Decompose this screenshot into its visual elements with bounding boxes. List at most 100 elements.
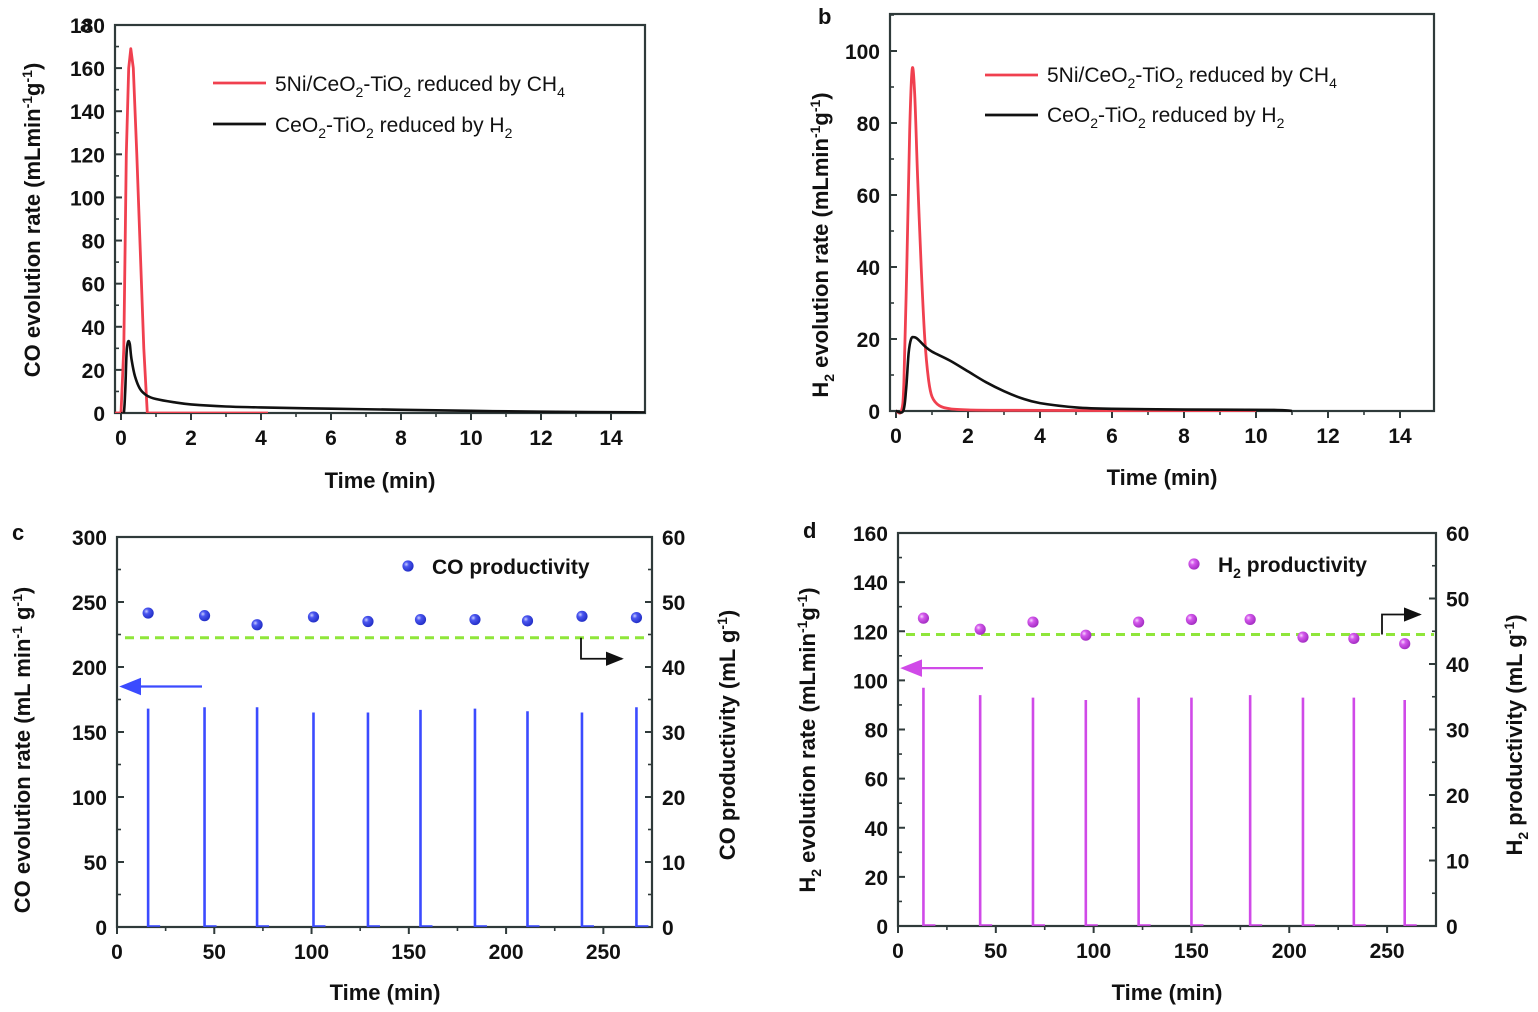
scatter-point (414, 613, 427, 626)
scatter-point (1399, 638, 1411, 650)
script-text: 2 (1515, 832, 1531, 840)
scatter-point (1027, 616, 1039, 628)
x-tick-label: 10 (459, 427, 482, 450)
x-tick-label: 2 (962, 425, 974, 448)
x-tick-label: 0 (892, 940, 904, 963)
y-tick-label: 100 (72, 787, 107, 810)
text-part: 5Ni/CeO (275, 73, 356, 96)
axis-title-text: H2 evolution rate (mLmin-1g-1) (807, 92, 837, 397)
x-axis-title-a: Time (min) (325, 468, 436, 493)
legend-label: H2 productivity (1218, 554, 1367, 581)
text-part: -TiO (1135, 64, 1175, 87)
script-text: 2 (1138, 115, 1146, 131)
panel-c: c 0 50 100 150 200 250 0 50 100 150 200 250 300 0 10 20… (9, 520, 740, 1005)
legend-label: CO productivity (432, 556, 590, 579)
text-part: ) (715, 610, 740, 617)
y-tick-label-right: 40 (662, 657, 685, 680)
y-tick-label: 120 (853, 621, 888, 644)
y-tick-label: 100 (845, 41, 880, 64)
text-part: ) (795, 587, 820, 594)
y-tick-label-right: 0 (662, 917, 674, 940)
series-line-ni-ceo2-tio2-ch4 (895, 66, 1257, 415)
scatter-point (521, 615, 534, 627)
text-part: 5Ni/CeO (1047, 64, 1128, 87)
legend-label: 5Ni/CeO2-TiO2 reduced by CH4 (275, 73, 565, 100)
y-tick-label: 150 (72, 722, 107, 745)
y-tick-label-right: 0 (1446, 916, 1458, 939)
panel-b: b 0 2 4 6 8 10 12 14 0 20 40 60 80 100 Time (min) H2 … (807, 4, 1436, 490)
scatter-point (1080, 629, 1092, 641)
y-tick-label: 100 (70, 187, 105, 210)
text-part: productivity (1241, 554, 1367, 577)
y-tick-label: 250 (72, 592, 107, 615)
x-tick-label: 50 (984, 940, 1007, 963)
x-tick-label: 150 (1174, 940, 1209, 963)
text-part: g (795, 607, 820, 620)
x-tick-label: 0 (111, 941, 123, 964)
y-tick-label: 0 (868, 401, 880, 424)
script-text: 2 (1233, 565, 1241, 581)
scatter-point (198, 610, 211, 622)
y-tick-label-right: 60 (662, 527, 685, 550)
x-tick-label: 4 (1034, 425, 1046, 448)
y-tick-label: 120 (70, 144, 105, 167)
x-tick-label: 12 (529, 427, 552, 450)
y-tick-label: 160 (853, 523, 888, 546)
text-part: g (808, 112, 833, 125)
text-part: -TiO (326, 114, 366, 137)
x-axis-title-d: Time (min) (1112, 980, 1223, 1005)
series-line-ceo2-tio2-h2 (895, 335, 1293, 414)
script-text: 2 (1277, 115, 1285, 131)
text-part: ) (20, 63, 45, 70)
text-part: H (1502, 840, 1527, 856)
y-tick-label: 140 (853, 572, 888, 595)
y-tick-label: 20 (82, 360, 105, 383)
script-text: 2 (356, 84, 364, 100)
legend-label: 5Ni/CeO2-TiO2 reduced by CH4 (1047, 64, 1337, 91)
x-axis-title-c: Time (min) (330, 980, 441, 1005)
script-text: 2 (403, 84, 411, 100)
plot-area-b: 0 2 4 6 8 10 12 14 0 20 40 60 80 100 (845, 12, 1436, 448)
y-tick-label: 0 (95, 917, 107, 940)
legend-c: CO productivity (402, 556, 590, 579)
script-text: -1 (1501, 622, 1517, 635)
y-tick-label: 40 (857, 257, 880, 280)
script-text: 2 (505, 125, 513, 141)
axis-title-text: H2 productivity (mL g-1) (1501, 614, 1531, 855)
y-axis-title-left-d: H2 evolution rate (mLmin-1g-1) (794, 587, 824, 892)
panel-d: d 0 50 100 150 200 25002040608010012014016001… (794, 518, 1531, 1005)
text-part: H (795, 877, 820, 893)
y-tick-label: 60 (857, 185, 880, 208)
legend-marker (402, 560, 414, 572)
scatter-point (142, 607, 154, 619)
text-part: H (1218, 554, 1233, 577)
scatter-point (576, 610, 588, 622)
text-part: ) (10, 587, 35, 594)
y-tick-label: 40 (865, 818, 888, 841)
scatter-point (362, 615, 374, 628)
y-tick-label: 180 (70, 15, 105, 38)
scatter-point (251, 619, 263, 631)
x-tick-label: 100 (294, 941, 329, 964)
y-tick-label-right: 10 (1446, 851, 1469, 874)
x-tick-label: 6 (1106, 425, 1118, 448)
text-part: CeO (275, 114, 318, 137)
y-tick-label-right: 20 (662, 787, 685, 810)
script-text: 2 (821, 374, 837, 382)
x-tick-label: 8 (1178, 425, 1190, 448)
text-part: evolution rate (mLmin (795, 633, 820, 869)
scatter-point (1133, 616, 1145, 628)
text-part: evolution rate (mLmin (808, 138, 833, 374)
script-text: -1 (9, 626, 25, 639)
scatter-point (1348, 632, 1360, 645)
y-tick-label: 100 (853, 670, 888, 693)
x-tick-label: 12 (1316, 425, 1339, 448)
x-tick-label: 150 (391, 941, 426, 964)
panel-letter-c: c (12, 520, 24, 545)
text-part: g (20, 82, 45, 95)
x-tick-label: 14 (599, 427, 623, 450)
script-text: 4 (1329, 75, 1337, 91)
text-part: reduced by H (1146, 104, 1277, 127)
